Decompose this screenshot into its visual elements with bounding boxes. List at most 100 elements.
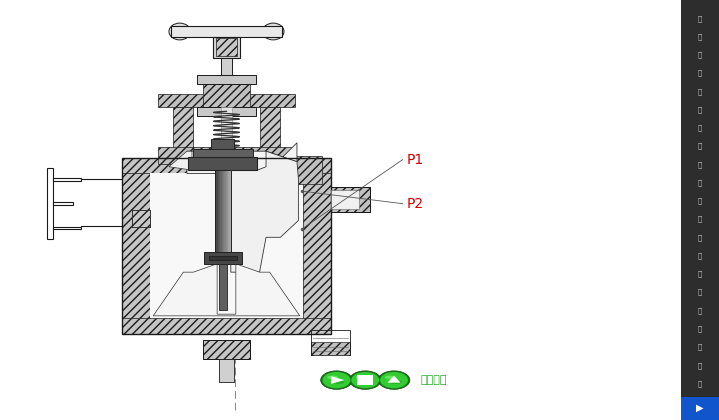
Bar [216,170,219,252]
Polygon shape [388,375,400,383]
Bar [681,397,719,420]
Bar [132,210,150,227]
Bar [331,190,360,209]
Bar [681,0,719,420]
Bar [53,227,81,229]
Circle shape [321,371,352,389]
Bar [219,359,234,382]
Bar [197,75,256,84]
Text: ▶: ▶ [696,403,704,413]
Bar [203,340,249,359]
Bar [220,170,222,252]
Bar [331,187,370,212]
Ellipse shape [389,380,402,384]
Text: P1: P1 [406,152,423,167]
Ellipse shape [356,376,367,379]
Ellipse shape [360,380,373,384]
Bar [260,107,280,158]
Bar [218,170,219,252]
Bar [227,170,229,252]
Bar [158,94,295,107]
Bar [216,75,237,92]
Bar [221,58,232,92]
Text: 三: 三 [698,344,702,350]
Ellipse shape [169,23,191,40]
Bar [331,187,370,212]
Bar [188,157,257,170]
Bar [221,170,224,252]
Bar [204,252,242,264]
Bar [223,170,225,252]
Circle shape [380,372,408,388]
Circle shape [349,371,381,389]
Circle shape [323,372,350,388]
Bar [215,170,231,252]
Bar [213,37,240,58]
Bar [158,147,295,164]
Bar [209,256,237,260]
Bar [357,375,373,385]
Ellipse shape [385,376,395,379]
Text: 远: 远 [698,106,702,113]
Text: 三: 三 [698,399,702,405]
Text: 流: 流 [698,234,702,241]
Bar [173,107,193,158]
Bar [311,342,350,355]
Polygon shape [231,151,298,272]
Bar [47,168,53,239]
Bar [226,170,227,252]
Text: 远: 远 [698,124,702,131]
Polygon shape [331,376,344,384]
Text: 返回上页: 返回上页 [421,375,447,385]
Text: 膜: 膜 [698,197,702,204]
Bar [219,264,227,310]
Polygon shape [169,151,192,170]
Bar [150,173,303,318]
Text: 行: 行 [698,88,702,95]
Circle shape [352,372,379,388]
Polygon shape [153,264,300,316]
Bar [221,107,232,158]
Text: 凡: 凡 [698,289,702,296]
Bar [122,158,331,173]
Bar [170,26,282,37]
Bar [53,178,81,181]
Ellipse shape [262,23,284,40]
Text: 凡: 凡 [698,307,702,314]
Text: 三: 三 [698,362,702,368]
Ellipse shape [331,380,344,384]
Bar [275,157,322,184]
Text: 三: 三 [698,252,702,259]
Text: 流: 流 [698,143,702,150]
Bar [224,170,226,252]
Text: 全: 全 [698,15,702,21]
Text: 流: 流 [698,216,702,223]
Text: 中: 中 [698,179,702,186]
Bar [203,84,249,107]
Bar [215,170,217,252]
Polygon shape [187,143,297,173]
Bar [122,158,331,334]
Bar [122,158,150,334]
Text: 凡: 凡 [698,326,702,332]
Bar [228,170,230,252]
Ellipse shape [327,376,338,379]
Bar [311,330,350,355]
Text: 老: 老 [698,33,702,40]
Bar [303,158,331,334]
Text: 词: 词 [698,70,702,76]
Bar [203,340,249,359]
Circle shape [378,371,410,389]
Text: 非: 非 [698,161,702,168]
Bar [53,202,73,205]
Bar [197,107,256,116]
Bar [219,170,221,252]
Bar [216,39,237,56]
Text: 老: 老 [698,52,702,58]
Bar [193,149,253,157]
Bar [132,210,150,227]
Text: 三: 三 [698,380,702,387]
Bar [229,170,232,252]
Text: P2: P2 [406,197,423,211]
Text: 远: 远 [698,270,702,277]
